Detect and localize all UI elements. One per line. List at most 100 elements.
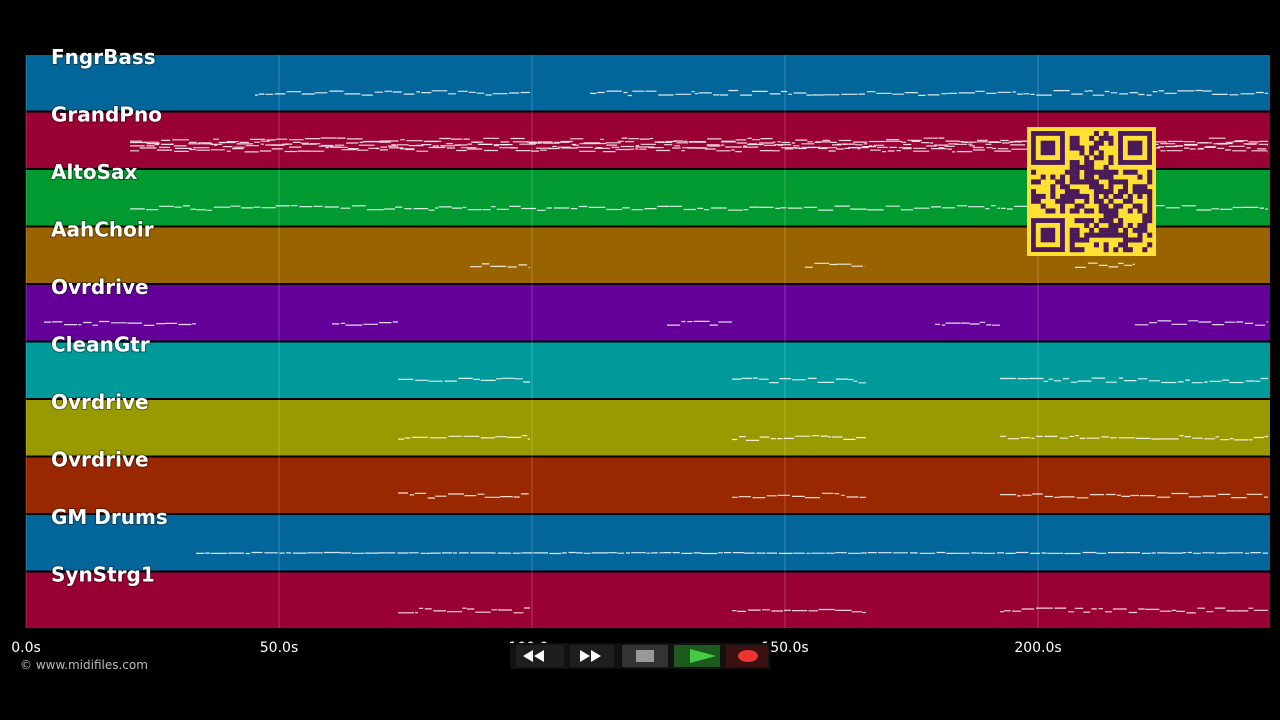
play-button[interactable] bbox=[674, 645, 720, 667]
track-name: GM Drums bbox=[51, 505, 168, 529]
qr-module bbox=[1093, 184, 1099, 190]
qr-module bbox=[1074, 164, 1080, 170]
qr-module bbox=[1108, 208, 1114, 214]
qr-module bbox=[1147, 203, 1153, 209]
qr-module bbox=[1074, 208, 1080, 214]
qr-module bbox=[1093, 198, 1099, 204]
qr-module bbox=[1060, 208, 1066, 214]
qr-module bbox=[1031, 179, 1037, 185]
track-name: Ovrdrive bbox=[51, 390, 149, 414]
note-trace bbox=[667, 320, 732, 326]
qr-module bbox=[1064, 184, 1070, 190]
qr-module bbox=[1137, 193, 1143, 199]
note-trace bbox=[398, 492, 529, 499]
qr-module bbox=[1118, 232, 1124, 238]
qr-module bbox=[1142, 222, 1148, 228]
qr-module bbox=[1074, 232, 1080, 238]
qr-module bbox=[1103, 189, 1109, 195]
tick-label: 50.0s bbox=[260, 640, 298, 656]
qr-module bbox=[1098, 140, 1104, 146]
note-trace bbox=[332, 321, 398, 326]
note-trace bbox=[398, 435, 530, 440]
qr-module bbox=[1137, 203, 1143, 209]
qr-module bbox=[1079, 145, 1085, 151]
qr-module bbox=[1093, 169, 1099, 175]
note-trace bbox=[590, 89, 1268, 97]
qr-module bbox=[1074, 189, 1080, 195]
qr-module bbox=[1142, 184, 1148, 190]
qr-module bbox=[1137, 174, 1143, 180]
qr-module bbox=[1069, 189, 1075, 195]
note-trace bbox=[1135, 320, 1268, 326]
qr-module bbox=[1089, 184, 1095, 190]
qr-module bbox=[1113, 208, 1119, 214]
qr-module bbox=[1113, 247, 1119, 253]
note-trace bbox=[1000, 492, 1268, 499]
qr-module bbox=[1074, 160, 1080, 166]
qr-module bbox=[1069, 179, 1075, 185]
qr-module bbox=[1118, 203, 1124, 209]
qr-module bbox=[1113, 213, 1119, 219]
qr-module bbox=[1074, 179, 1080, 185]
qr-module bbox=[1069, 232, 1075, 238]
qr-module bbox=[1142, 247, 1148, 253]
qr-module bbox=[1089, 227, 1095, 233]
qr-module bbox=[1103, 218, 1109, 224]
qr-module bbox=[1069, 227, 1075, 233]
qr-module bbox=[1079, 218, 1085, 224]
qr-module bbox=[1122, 184, 1128, 190]
note-trace bbox=[44, 320, 196, 326]
qr-module bbox=[1137, 184, 1143, 190]
qr-code bbox=[1027, 127, 1156, 256]
track-lane bbox=[26, 572, 1270, 628]
qr-module bbox=[1132, 184, 1138, 190]
note-trace bbox=[398, 607, 530, 614]
qr-module bbox=[1108, 179, 1114, 185]
qr-module bbox=[1142, 213, 1148, 219]
qr-module bbox=[1103, 131, 1109, 137]
track-lane bbox=[26, 285, 1270, 341]
qr-module bbox=[1069, 198, 1075, 204]
qr-module bbox=[1089, 145, 1095, 151]
qr-module bbox=[1127, 247, 1133, 253]
stop-button[interactable] bbox=[622, 645, 668, 667]
qr-module bbox=[1079, 193, 1085, 199]
note-trace bbox=[1075, 262, 1135, 268]
note-trace bbox=[732, 377, 866, 384]
qr-module bbox=[1122, 237, 1128, 243]
track-lane bbox=[26, 457, 1270, 513]
qr-module bbox=[1089, 232, 1095, 238]
qr-module bbox=[1089, 135, 1095, 141]
track-lane bbox=[26, 515, 1270, 571]
qr-module bbox=[1113, 193, 1119, 199]
rewind-button[interactable] bbox=[516, 645, 564, 667]
qr-module bbox=[1118, 189, 1124, 195]
qr-module bbox=[1113, 179, 1119, 185]
fast-forward-button[interactable] bbox=[570, 645, 614, 667]
qr-module bbox=[1089, 150, 1095, 156]
qr-module bbox=[1103, 169, 1109, 175]
qr-module bbox=[1074, 140, 1080, 146]
qr-module bbox=[1108, 222, 1114, 228]
qr-module bbox=[1127, 193, 1133, 199]
qr-module bbox=[1142, 189, 1148, 195]
track-name: FngrBass bbox=[51, 45, 156, 69]
qr-module bbox=[1098, 174, 1104, 180]
qr-module bbox=[1084, 160, 1090, 166]
qr-module bbox=[1098, 135, 1104, 141]
track-name: SynStrg1 bbox=[51, 563, 155, 587]
qr-module bbox=[1127, 237, 1133, 243]
qr-module bbox=[1142, 227, 1148, 233]
track-name: AltoSax bbox=[51, 160, 138, 184]
qr-module bbox=[1132, 227, 1138, 233]
qr-module bbox=[1098, 208, 1104, 214]
qr-module bbox=[1084, 179, 1090, 185]
qr-module bbox=[1069, 193, 1075, 199]
qr-module bbox=[1103, 213, 1109, 219]
qr-module bbox=[1118, 222, 1124, 228]
qr-module bbox=[1108, 140, 1114, 146]
qr-module bbox=[1050, 208, 1056, 214]
record-button[interactable] bbox=[726, 645, 768, 667]
qr-module bbox=[1089, 179, 1095, 185]
